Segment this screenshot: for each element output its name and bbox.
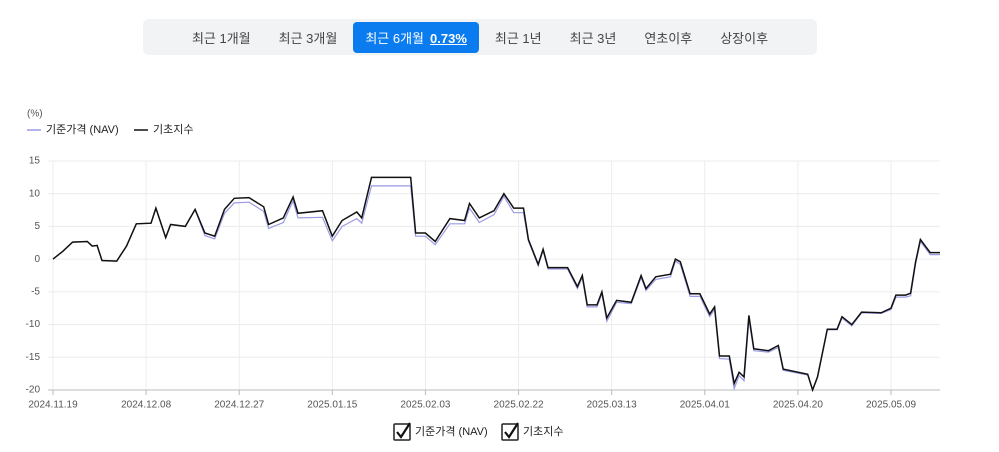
x-tick-label: 2025.02.03 <box>400 400 450 411</box>
y-tick-label: 5 <box>34 221 40 232</box>
y-tick-label: 10 <box>29 188 41 199</box>
period-tab[interactable]: 상장이후 <box>708 22 780 53</box>
y-tick-label: -10 <box>26 319 41 330</box>
legend-checkbox[interactable]: 기초지수 <box>501 422 563 441</box>
x-tick-label: 2024.12.27 <box>214 400 264 411</box>
series-line <box>52 176 940 393</box>
x-tick-label: 2025.05.09 <box>866 400 916 411</box>
x-tick-label: 2025.03.13 <box>587 400 637 411</box>
legend-checkbox[interactable]: 기준가격 (NAV) <box>393 422 488 441</box>
x-tick-label: 2025.01.15 <box>307 400 357 411</box>
period-tab[interactable]: 최근 3개월 <box>267 22 350 53</box>
x-tick-label: 2025.04.01 <box>680 400 730 411</box>
period-tab[interactable]: 최근 6개월 0.73% <box>353 21 479 53</box>
y-tick-label: -15 <box>26 352 41 363</box>
period-tab[interactable]: 최근 1개월 <box>180 22 263 53</box>
tab-label: 최근 1개월 <box>191 30 251 46</box>
y-unit: (%) <box>27 109 43 120</box>
period-tab[interactable]: 연초이후 <box>632 22 704 53</box>
x-tick-label: 2024.11.19 <box>28 400 78 411</box>
y-tick-label: 15 <box>29 156 41 167</box>
x-tick-label: 2025.02.22 <box>494 400 544 411</box>
y-tick-label: -5 <box>31 286 40 297</box>
legend-label: 기준가격 (NAV) <box>46 123 119 136</box>
period-tab[interactable]: 최근 1년 <box>483 22 554 53</box>
tab-label: 최근 6개월 <box>365 30 425 46</box>
tab-label: 최근 3개월 <box>278 30 338 46</box>
y-tick-label: 0 <box>34 254 40 265</box>
tab-label: 최근 1년 <box>494 30 542 46</box>
legend-label: 기준가격 (NAV) <box>415 425 488 438</box>
tab-label: 연초이후 <box>644 30 693 46</box>
tab-label: 상장이후 <box>720 30 769 46</box>
period-tab[interactable]: 최근 3년 <box>558 22 629 53</box>
series-line <box>52 185 940 392</box>
legend-label: 기초지수 <box>153 123 193 136</box>
x-tick-label: 2025.04.20 <box>773 400 823 411</box>
checkmark <box>396 422 411 439</box>
y-tick-label: -20 <box>26 385 41 396</box>
legend-label: 기초지수 <box>523 425 563 438</box>
x-tick-label: 2024.12.08 <box>121 400 171 411</box>
period-return: 0.73% <box>430 30 467 46</box>
checkmark <box>504 422 519 439</box>
period-tabs: 최근 1개월 최근 3개월 최근 6개월 0.73% 최근 1년 최근 3년 연초이후 상장이… <box>143 19 817 55</box>
tab-label: 최근 3년 <box>569 30 617 46</box>
